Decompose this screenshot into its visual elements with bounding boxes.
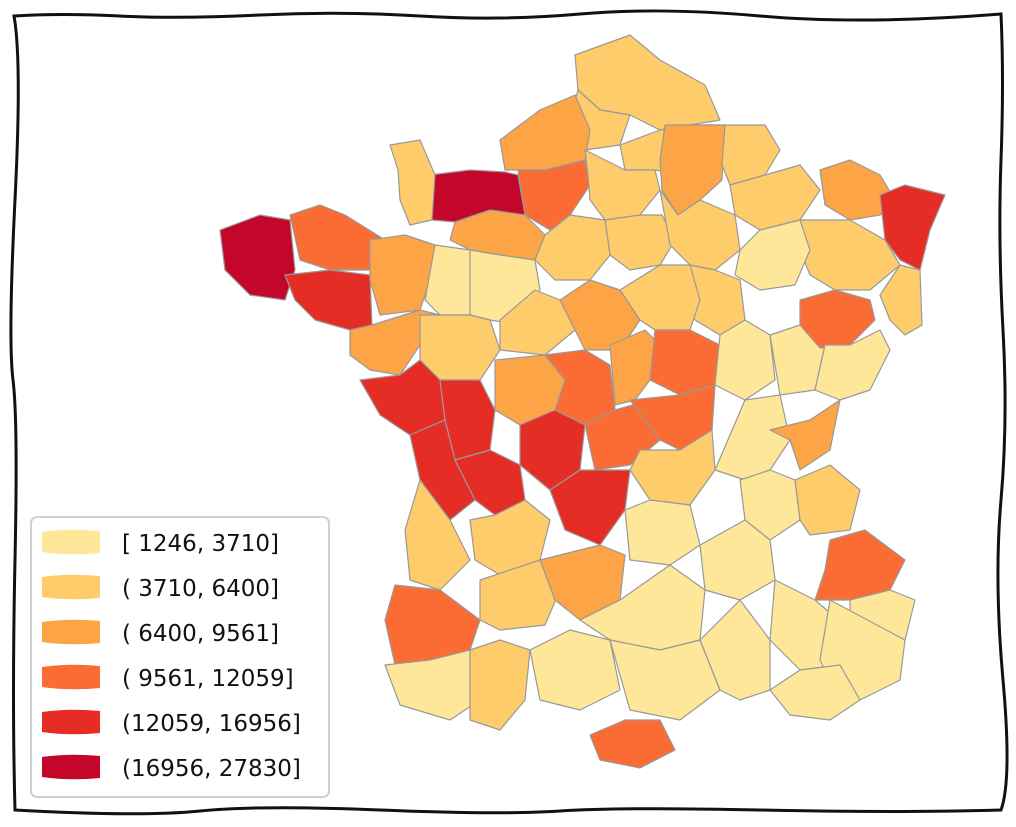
department-region <box>799 289 876 349</box>
legend-label: [ 1246, 3710] <box>122 531 279 557</box>
department-region <box>814 529 906 601</box>
legend-swatch <box>42 619 100 645</box>
department-region <box>769 399 841 471</box>
department-region <box>729 164 821 231</box>
legend-swatch <box>42 709 100 735</box>
department-region <box>619 264 701 331</box>
department-region <box>219 214 296 301</box>
legend-label: (12059, 16956] <box>122 711 301 737</box>
department-region <box>714 319 776 401</box>
map-frame <box>9 9 1009 816</box>
legend-swatch <box>42 754 100 780</box>
legend-item: (16956, 27830] <box>42 754 301 782</box>
department-region <box>659 124 726 216</box>
legend-item: ( 9561, 12059] <box>42 664 294 692</box>
department-region <box>609 639 721 721</box>
legend-item: (12059, 16956] <box>42 709 301 737</box>
department-region <box>794 464 861 536</box>
department-region <box>814 329 891 401</box>
legend: [ 1246, 3710] ( 3710, 6400] ( 6400, 9561] (… <box>30 516 330 798</box>
department-region <box>714 394 791 481</box>
legend-item: [ 1246, 3710] <box>42 529 279 557</box>
department-region <box>769 664 861 721</box>
department-region <box>499 94 591 171</box>
department-regions <box>219 34 946 769</box>
legend-swatch <box>42 529 100 555</box>
legend-label: ( 9561, 12059] <box>122 666 294 692</box>
legend-box <box>30 516 330 798</box>
department-region <box>389 139 436 226</box>
legend-swatch <box>42 574 100 600</box>
department-region <box>624 499 701 566</box>
department-region <box>529 629 621 711</box>
legend-swatch <box>42 664 100 690</box>
department-region <box>734 219 811 291</box>
department-region <box>604 214 676 271</box>
department-region <box>369 234 436 316</box>
department-region <box>649 329 721 396</box>
department-region <box>419 314 501 381</box>
department-region <box>589 719 676 769</box>
department-region <box>517 159 591 231</box>
legend-item: ( 3710, 6400] <box>42 574 279 602</box>
department-region <box>629 429 716 506</box>
legend-label: (16956, 27830] <box>122 756 301 782</box>
department-region <box>534 214 611 281</box>
department-region <box>879 264 923 336</box>
department-region <box>559 279 641 351</box>
legend-label: ( 6400, 9561] <box>122 621 279 647</box>
department-region <box>284 269 373 331</box>
department-region <box>469 639 531 731</box>
legend-item: ( 6400, 9561] <box>42 619 279 647</box>
legend-label: ( 3710, 6400] <box>122 576 279 602</box>
department-region <box>469 499 551 576</box>
